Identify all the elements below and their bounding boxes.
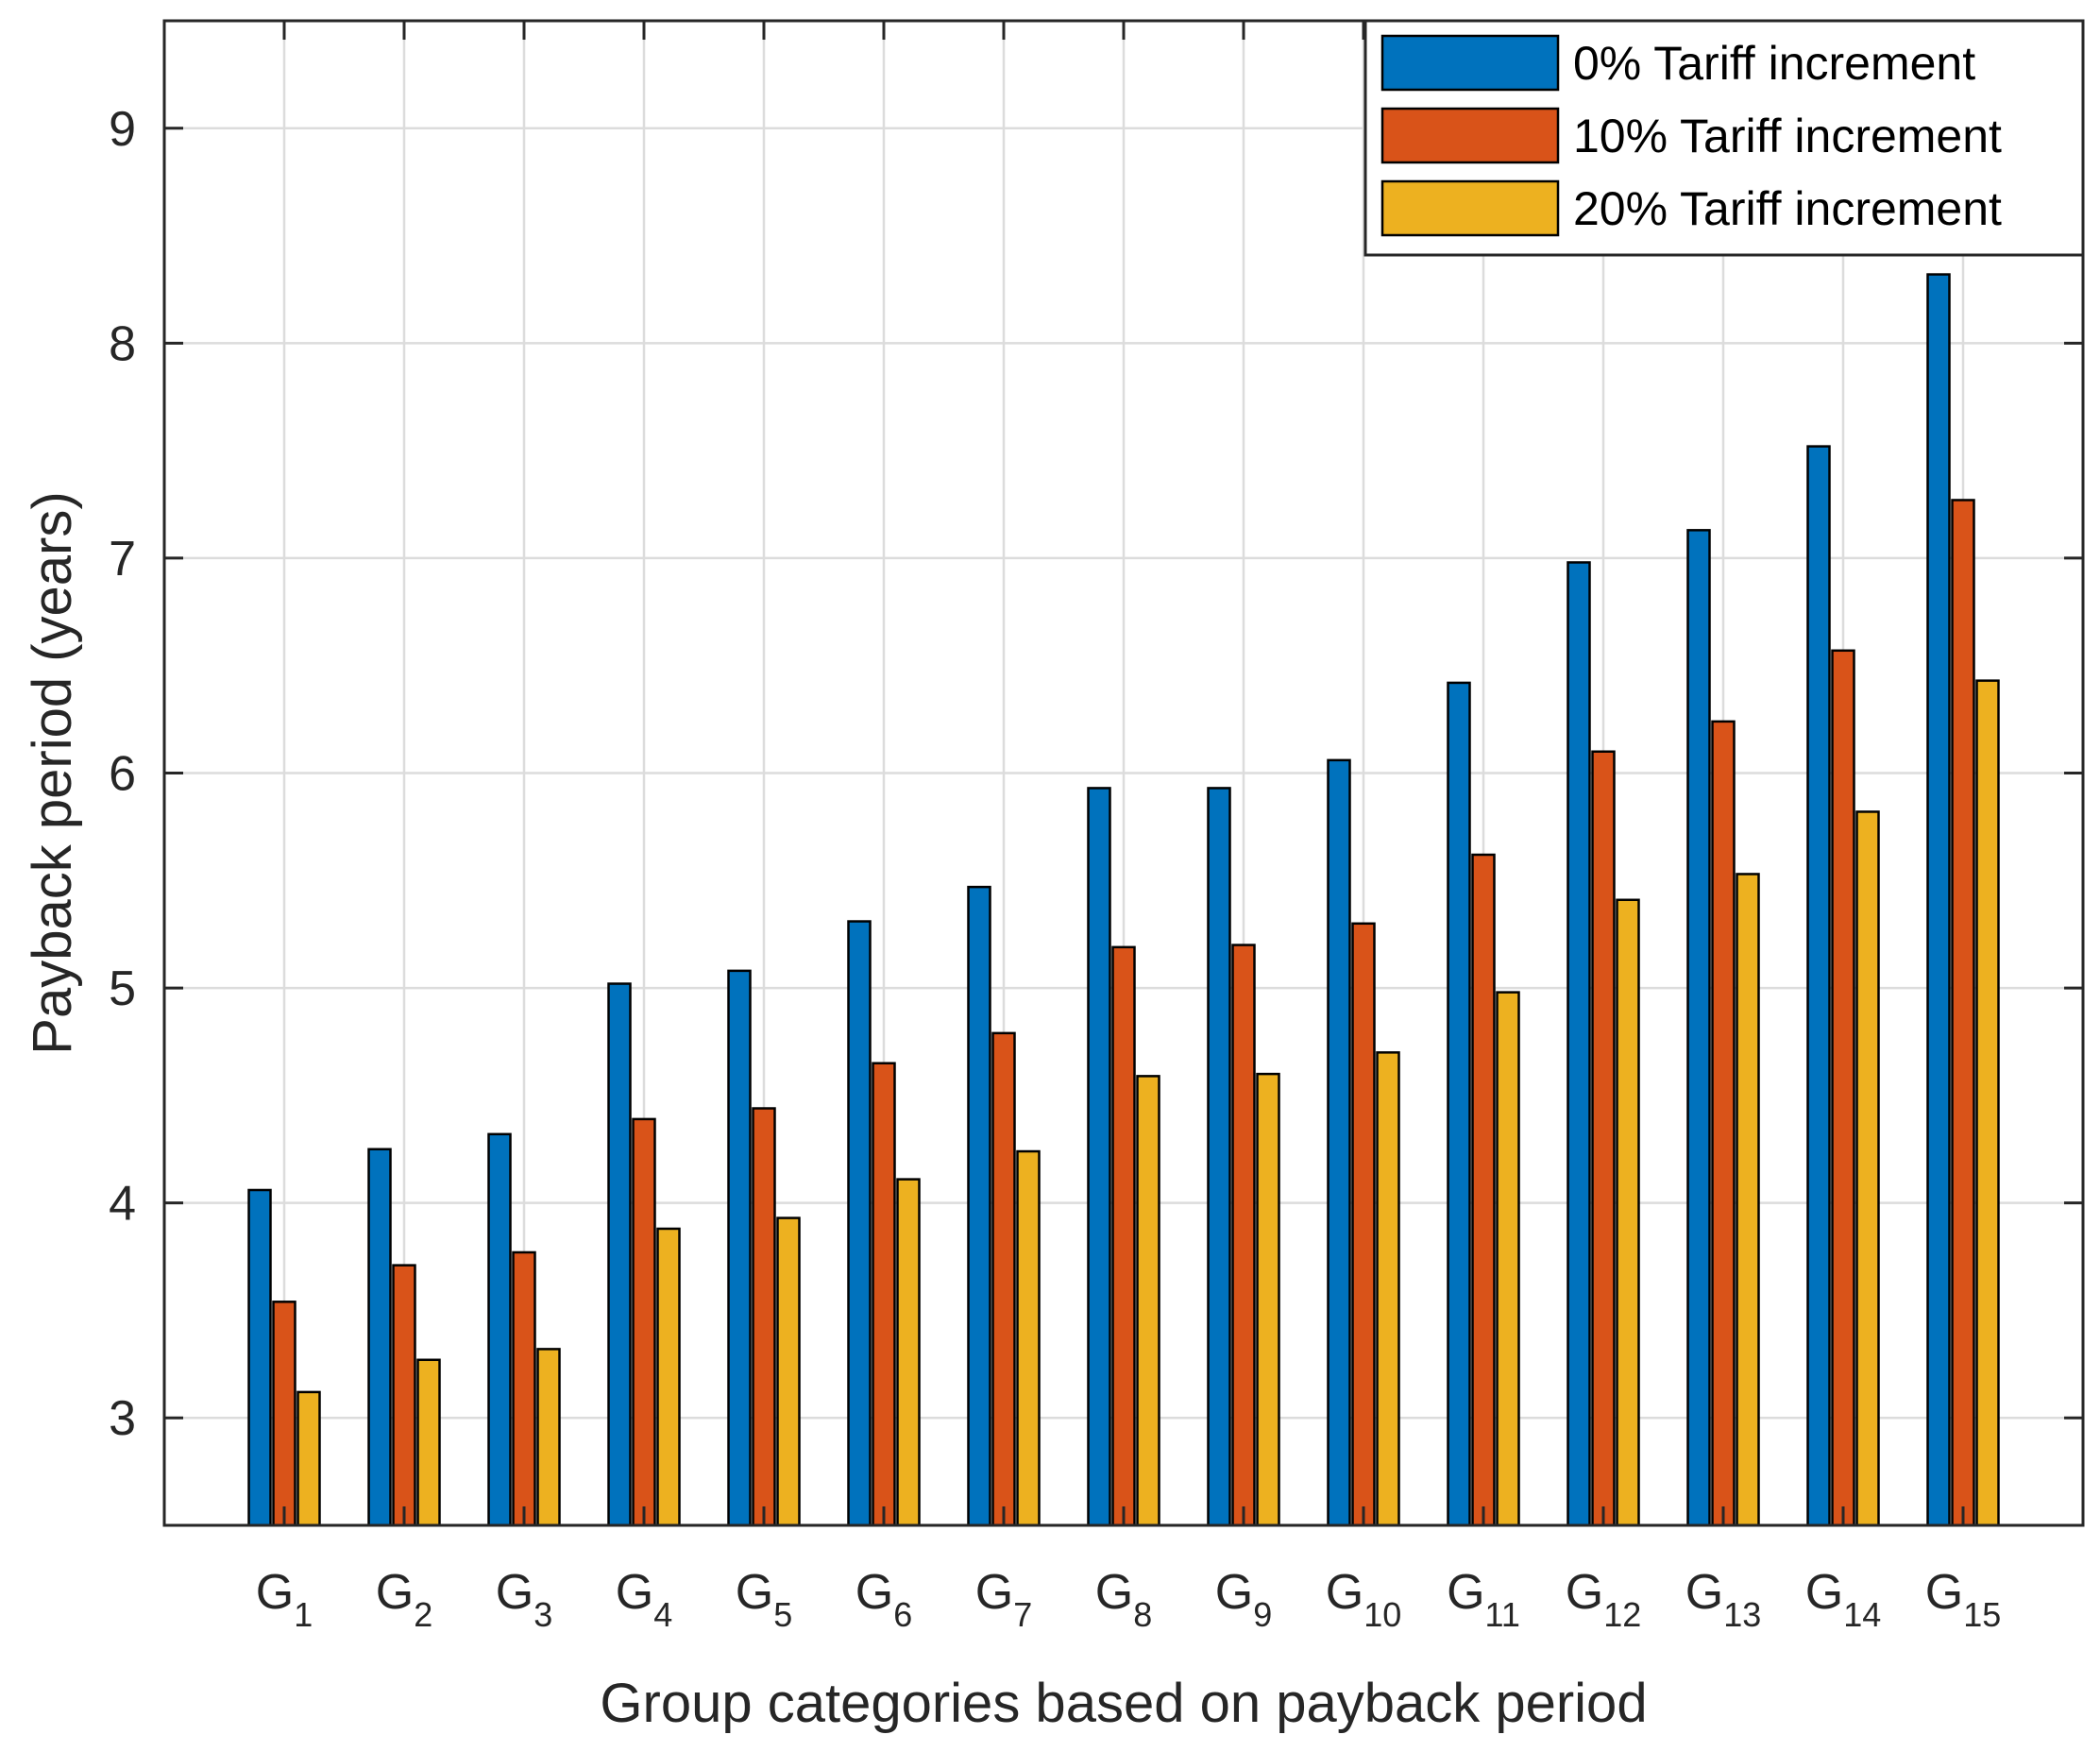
x-tick-label: G2 [376, 1565, 432, 1634]
bar [247, 1188, 272, 1527]
bar [727, 969, 752, 1527]
bar [1951, 499, 1975, 1527]
bar [1111, 945, 1136, 1527]
bar [272, 1301, 296, 1527]
bar [367, 1148, 392, 1527]
bar [1016, 1149, 1041, 1527]
bar [416, 1358, 441, 1527]
bar [607, 982, 632, 1527]
bar [847, 920, 872, 1527]
x-axis-ticks: G1 G2 G3 G4 G5 G6 G7 G8 G9 G10 G11 G12 G13 G14 G15 [256, 21, 2001, 1634]
bar [1447, 681, 1471, 1527]
bar [1136, 1075, 1160, 1527]
bar [896, 1178, 921, 1527]
bar [1736, 873, 1760, 1527]
x-tick-label: G13 [1685, 1565, 1762, 1634]
x-tick-label: G3 [496, 1565, 552, 1634]
bar [1806, 445, 1831, 1527]
bar [1686, 529, 1711, 1527]
bar [392, 1264, 416, 1527]
bar [296, 1390, 321, 1527]
y-tick-label: 4 [109, 1177, 136, 1232]
x-tick-label: G15 [1925, 1565, 2002, 1634]
x-tick-label: G4 [616, 1565, 672, 1634]
bar [1855, 810, 1880, 1527]
bar [1376, 1051, 1400, 1527]
bar [1496, 991, 1520, 1527]
legend: 0% Tariff increment 10% Tariff increment 2… [1363, 19, 2085, 257]
bar [1231, 944, 1256, 1527]
bar [1975, 679, 2000, 1527]
x-tick-label: G10 [1326, 1565, 1402, 1634]
bar [1831, 649, 1855, 1527]
bar [1207, 787, 1231, 1527]
bar [656, 1227, 681, 1527]
bar [967, 885, 991, 1527]
bar [536, 1348, 561, 1527]
y-tick-label: 9 [109, 102, 136, 157]
bar-series-group [247, 273, 2000, 1527]
bar [776, 1216, 801, 1527]
bar [487, 1132, 512, 1527]
bar [1256, 1072, 1280, 1527]
y-tick-label: 5 [109, 961, 136, 1016]
bar-series-3 [296, 679, 2000, 1527]
bar [1471, 853, 1496, 1527]
x-tick-label: G5 [736, 1565, 792, 1634]
x-tick-label: G8 [1095, 1565, 1152, 1634]
x-tick-label: G6 [855, 1565, 912, 1634]
x-tick-label: G1 [256, 1565, 313, 1634]
y-axis-ticks: 3 4 5 6 7 8 9 [109, 102, 2083, 1446]
x-tick-label: G12 [1566, 1565, 1642, 1634]
x-tick-label: G7 [975, 1565, 1032, 1634]
x-axis-label: Group categories based on payback period [600, 1673, 1647, 1734]
bar [1926, 273, 1951, 1527]
bar [1591, 750, 1616, 1527]
legend-swatch [1380, 34, 1560, 92]
y-axis-label: Payback period (years) [22, 491, 83, 1054]
y-tick-label: 8 [109, 316, 136, 371]
bar [1087, 787, 1111, 1527]
bar [512, 1250, 536, 1527]
legend-swatch [1380, 179, 1560, 237]
bar [1567, 561, 1591, 1527]
legend-label: 0% Tariff increment [1573, 37, 1975, 90]
bar [1711, 720, 1736, 1527]
x-tick-label: G11 [1447, 1565, 1520, 1634]
bar [1327, 758, 1351, 1527]
x-tick-label: G14 [1805, 1565, 1882, 1634]
legend-label: 20% Tariff increment [1573, 182, 2002, 235]
y-tick-label: 3 [109, 1391, 136, 1446]
bar [1351, 922, 1376, 1527]
legend-swatch [1380, 107, 1560, 164]
bar [632, 1117, 656, 1527]
bar [752, 1107, 776, 1527]
legend-label: 10% Tariff increment [1573, 110, 2002, 162]
bar [991, 1031, 1016, 1527]
bar-series-2 [272, 499, 1975, 1527]
x-tick-label: G9 [1215, 1565, 1272, 1634]
bar [872, 1062, 896, 1527]
bar-series-1 [247, 273, 1951, 1527]
y-tick-label: 7 [109, 532, 136, 587]
y-tick-label: 6 [109, 747, 136, 802]
bar [1616, 898, 1640, 1527]
